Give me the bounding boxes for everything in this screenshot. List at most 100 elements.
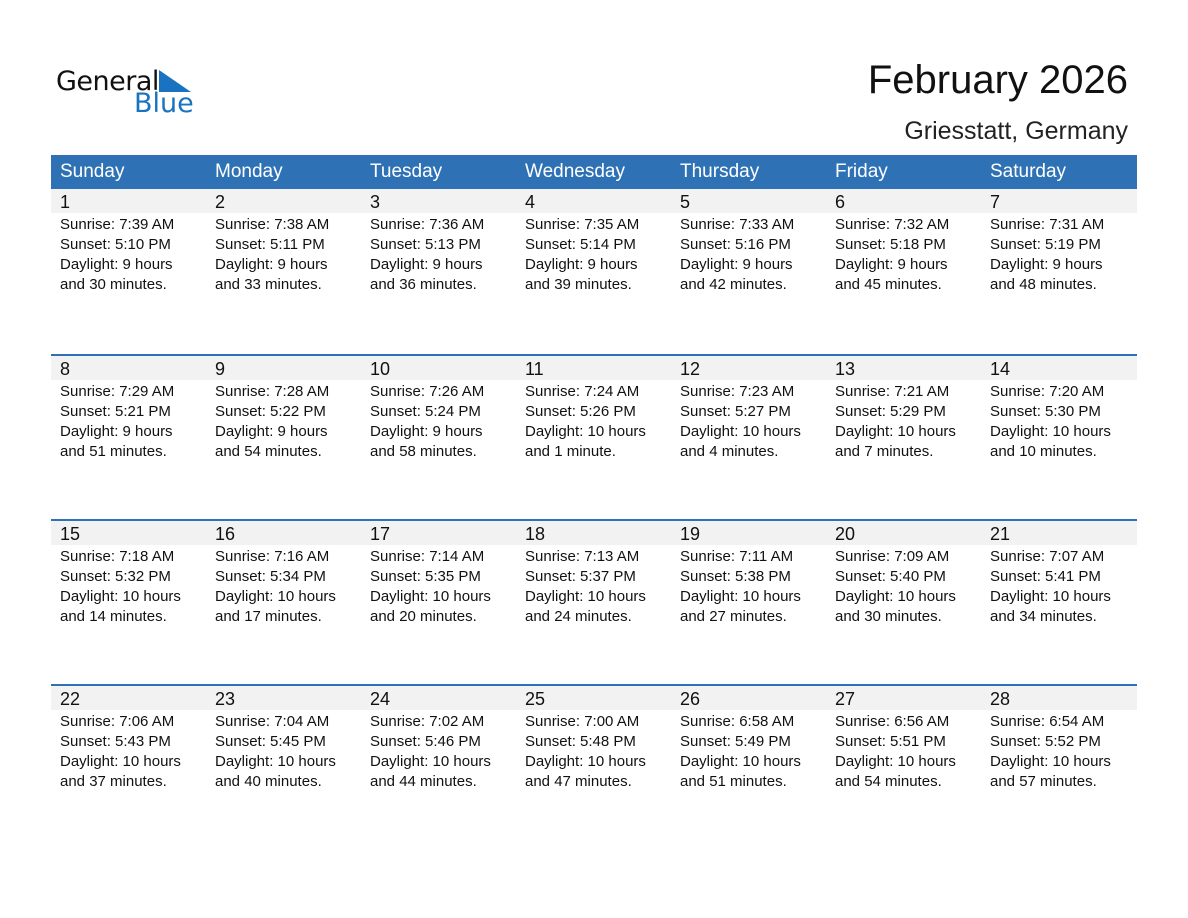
sunset-text: Sunset: 5:16 PM	[680, 236, 791, 253]
calendar-grid: Sunday Monday Tuesday Wednesday Thursday Frid…	[51, 155, 1137, 849]
daylight-text: Daylight: 10 hours	[990, 753, 1111, 770]
daylight-text: Daylight: 10 hours	[990, 588, 1111, 605]
sunset-text: Sunset: 5:14 PM	[525, 236, 636, 253]
daylight-text: Daylight: 9 hours	[60, 256, 173, 273]
sunrise-text: Sunrise: 7:23 AM	[680, 383, 795, 400]
sunrise-text: Sunrise: 7:18 AM	[60, 548, 175, 565]
daylight-text: Daylight: 10 hours	[370, 588, 491, 605]
sunset-text: Sunset: 5:45 PM	[215, 733, 326, 750]
sunrise-text: Sunrise: 7:26 AM	[370, 383, 485, 400]
day-cell: Sunrise: 7:29 AM Sunset: 5:21 PM Daylight:…	[51, 380, 206, 462]
weekday-header: Sunday Monday Tuesday Wednesday Thursday Frid…	[51, 155, 1137, 189]
sunset-text: Sunset: 5:43 PM	[60, 733, 171, 750]
day-cell: Sunrise: 7:21 AM Sunset: 5:29 PM Daylight:…	[826, 380, 981, 462]
day-info-row: Sunrise: 7:29 AM Sunset: 5:21 PM Daylight:…	[51, 380, 1137, 462]
daylight-text: Daylight: 10 hours	[835, 423, 956, 440]
daylight-text: Daylight: 9 hours	[990, 256, 1103, 273]
daylight-minutes-text: and 45 minutes.	[835, 276, 942, 293]
daylight-minutes-text: and 30 minutes.	[835, 608, 942, 625]
day-cell: Sunrise: 7:33 AM Sunset: 5:16 PM Daylight:…	[671, 213, 826, 295]
sunset-text: Sunset: 5:35 PM	[370, 568, 481, 585]
daylight-minutes-text: and 20 minutes.	[370, 608, 477, 625]
daylight-minutes-text: and 30 minutes.	[60, 276, 167, 293]
sunset-text: Sunset: 5:51 PM	[835, 733, 946, 750]
day-number: 24	[370, 689, 391, 709]
daylight-text: Daylight: 10 hours	[60, 588, 181, 605]
sunrise-text: Sunrise: 7:20 AM	[990, 383, 1105, 400]
daylight-text: Daylight: 9 hours	[370, 256, 483, 273]
sunrise-text: Sunrise: 7:16 AM	[215, 548, 330, 565]
day-number: 21	[990, 524, 1011, 544]
daylight-minutes-text: and 51 minutes.	[680, 773, 787, 790]
date-band: 22 23 24 25 26 27 28	[51, 686, 1137, 710]
sunrise-text: Sunrise: 7:04 AM	[215, 713, 330, 730]
daylight-minutes-text: and 1 minute.	[525, 443, 616, 460]
daylight-text: Daylight: 10 hours	[835, 588, 956, 605]
sunset-text: Sunset: 5:30 PM	[990, 403, 1101, 420]
daylight-text: Daylight: 10 hours	[680, 423, 801, 440]
sunset-text: Sunset: 5:29 PM	[835, 403, 946, 420]
day-cell: Sunrise: 6:56 AM Sunset: 5:51 PM Daylight:…	[826, 710, 981, 792]
weekday-monday: Monday	[215, 161, 283, 182]
day-number: 10	[370, 359, 391, 379]
day-number: 12	[680, 359, 701, 379]
sunrise-text: Sunrise: 6:54 AM	[990, 713, 1105, 730]
day-number: 22	[60, 689, 81, 709]
sunrise-text: Sunrise: 6:58 AM	[680, 713, 795, 730]
daylight-minutes-text: and 27 minutes.	[680, 608, 787, 625]
day-cell: Sunrise: 7:14 AM Sunset: 5:35 PM Daylight:…	[361, 545, 516, 627]
day-number: 13	[835, 359, 856, 379]
sunset-text: Sunset: 5:26 PM	[525, 403, 636, 420]
day-number: 6	[835, 192, 846, 212]
sunrise-text: Sunrise: 7:32 AM	[835, 216, 950, 233]
sunrise-text: Sunrise: 7:21 AM	[835, 383, 950, 400]
daylight-minutes-text: and 40 minutes.	[215, 773, 322, 790]
daylight-text: Daylight: 10 hours	[370, 753, 491, 770]
sunset-text: Sunset: 5:18 PM	[835, 236, 946, 253]
daylight-text: Daylight: 9 hours	[525, 256, 638, 273]
daylight-minutes-text: and 48 minutes.	[990, 276, 1097, 293]
sunrise-text: Sunrise: 7:35 AM	[525, 216, 640, 233]
day-cell: Sunrise: 7:04 AM Sunset: 5:45 PM Daylight:…	[206, 710, 361, 792]
day-number: 1	[60, 192, 71, 212]
daylight-text: Daylight: 9 hours	[215, 423, 328, 440]
sunset-text: Sunset: 5:19 PM	[990, 236, 1101, 253]
sunset-text: Sunset: 5:37 PM	[525, 568, 636, 585]
daylight-minutes-text: and 4 minutes.	[680, 443, 779, 460]
daylight-text: Daylight: 9 hours	[835, 256, 948, 273]
daylight-minutes-text: and 58 minutes.	[370, 443, 477, 460]
daylight-minutes-text: and 17 minutes.	[215, 608, 322, 625]
weekday-tuesday: Tuesday	[370, 161, 443, 182]
location: Griesstatt, Germany	[904, 117, 1128, 145]
week-row: 8 9 10 11 12 13 14 Sunrise: 7:29 AM Sunset: 5:21…	[51, 354, 1137, 519]
day-number: 4	[525, 192, 536, 212]
daylight-minutes-text: and 10 minutes.	[990, 443, 1097, 460]
day-number: 17	[370, 524, 391, 544]
day-number: 9	[215, 359, 226, 379]
sunrise-text: Sunrise: 7:38 AM	[215, 216, 330, 233]
sunrise-text: Sunrise: 7:13 AM	[525, 548, 640, 565]
sunset-text: Sunset: 5:32 PM	[60, 568, 171, 585]
daylight-text: Daylight: 10 hours	[525, 753, 646, 770]
day-number: 8	[60, 359, 71, 379]
day-cell: Sunrise: 6:54 AM Sunset: 5:52 PM Daylight:…	[981, 710, 1136, 792]
daylight-minutes-text: and 37 minutes.	[60, 773, 167, 790]
weeks: 1 2 3 4 5 6 7 Sunrise: 7:39 AM Sunset: 5:10 PM Da…	[51, 189, 1137, 849]
day-number: 25	[525, 689, 546, 709]
daylight-minutes-text: and 36 minutes.	[370, 276, 477, 293]
day-number: 15	[60, 524, 81, 544]
week-row: 1 2 3 4 5 6 7 Sunrise: 7:39 AM Sunset: 5:10 PM Da…	[51, 189, 1137, 354]
day-info-row: Sunrise: 7:39 AM Sunset: 5:10 PM Daylight:…	[51, 213, 1137, 295]
day-number: 27	[835, 689, 856, 709]
sunrise-text: Sunrise: 7:14 AM	[370, 548, 485, 565]
day-number: 19	[680, 524, 701, 544]
sunrise-text: Sunrise: 7:33 AM	[680, 216, 795, 233]
daylight-minutes-text: and 7 minutes.	[835, 443, 934, 460]
day-cell: Sunrise: 6:58 AM Sunset: 5:49 PM Daylight:…	[671, 710, 826, 792]
sunset-text: Sunset: 5:34 PM	[215, 568, 326, 585]
week-row: 22 23 24 25 26 27 28 Sunrise: 7:06 AM Sunset: 5:…	[51, 684, 1137, 849]
sunrise-text: Sunrise: 7:06 AM	[60, 713, 175, 730]
day-number: 14	[990, 359, 1011, 379]
weekday-friday: Friday	[835, 161, 888, 182]
day-number: 16	[215, 524, 236, 544]
